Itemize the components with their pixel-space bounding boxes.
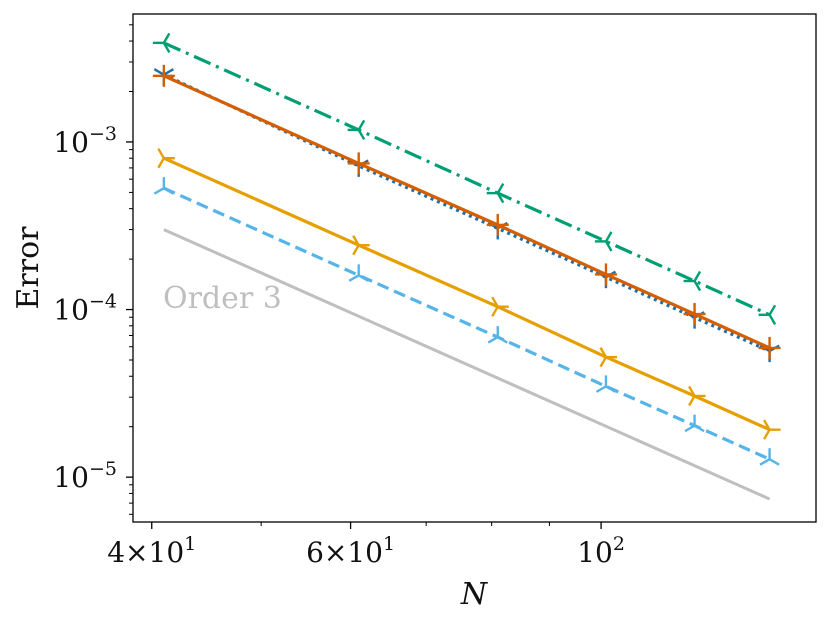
series-5-point: [759, 448, 780, 466]
series-3-point: [594, 263, 617, 286]
series-3-point: [152, 64, 175, 87]
series-3-point: [486, 213, 509, 236]
series-1-point: [594, 231, 613, 252]
series-3-point: [758, 336, 781, 359]
series-4-point: [688, 385, 706, 407]
series-1-line: [163, 41, 771, 317]
series-5-point: [153, 177, 174, 195]
reference-label: Order 3: [163, 281, 282, 316]
series-4-point: [763, 419, 781, 440]
ticks-layer: 4×101 6×101 102 10−3 10−4 10−5: [53, 24, 625, 569]
x-tick-label: 6×101: [306, 533, 395, 569]
series-3: [152, 64, 781, 359]
series-4-line: [163, 156, 771, 432]
y-tick-label: 10−3: [53, 123, 117, 159]
series-5-line: [163, 186, 771, 461]
reference-line-layer: [163, 228, 771, 501]
series-1-point: [683, 270, 702, 292]
series-1-point: [758, 304, 777, 325]
series-4-point: [157, 148, 175, 169]
y-axis-label: Error: [11, 226, 46, 310]
reference-order-line: [163, 228, 771, 501]
series-1-point: [347, 119, 366, 141]
series-3-point: [347, 152, 370, 175]
series-4: [157, 148, 781, 440]
series-layer: [152, 32, 781, 466]
x-tick-label: 102: [577, 533, 625, 569]
series-1: [152, 32, 777, 325]
plot-frame: [132, 13, 817, 523]
series-1-point: [152, 32, 171, 54]
x-tick-label: 4×101: [107, 533, 196, 569]
series-4-point: [599, 347, 617, 368]
series-2-line: [163, 73, 771, 353]
y-tick-label: 10−5: [53, 458, 117, 494]
series-4-point: [491, 296, 509, 317]
series-5-point: [595, 375, 617, 393]
series-3-point: [683, 303, 706, 326]
series-1-point: [486, 183, 505, 204]
series-5-point: [487, 326, 508, 344]
x-axis-label: N: [460, 577, 489, 612]
series-5: [153, 177, 780, 466]
series-5-point: [684, 414, 705, 433]
y-tick-label: 10−4: [53, 291, 117, 327]
series-3-line: [163, 74, 771, 350]
series-4-point: [352, 235, 370, 256]
series-5-point: [348, 264, 369, 282]
